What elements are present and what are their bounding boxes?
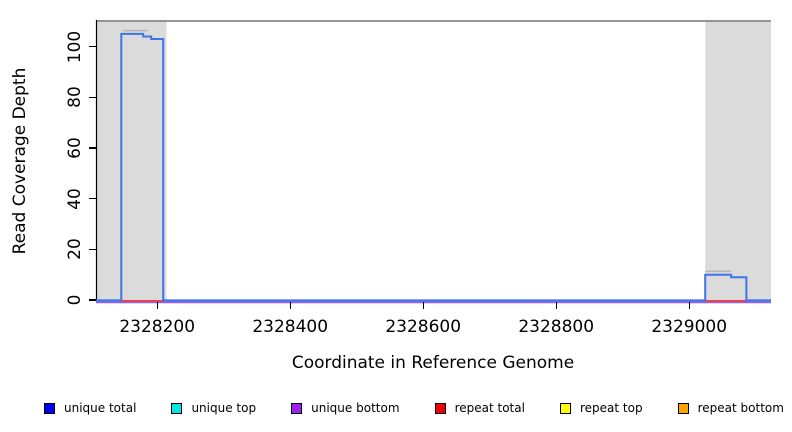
legend-swatch-unique-total-icon — [44, 402, 55, 414]
legend-item-label: repeat total — [454, 401, 525, 415]
y-tick — [89, 46, 96, 48]
legend-item: unique bottom — [291, 401, 400, 415]
y-tick-label: 60 — [65, 137, 85, 159]
y-tick-label: 100 — [65, 30, 85, 63]
x-tick-label: 2328400 — [252, 317, 329, 337]
legend-item: repeat bottom — [677, 401, 784, 415]
y-tick — [89, 147, 96, 149]
x-tick-label: 2328200 — [119, 317, 196, 337]
legend-item: unique top — [171, 401, 256, 415]
legend: unique total unique top unique bottom re… — [44, 401, 784, 415]
x-tick-label: 2328600 — [385, 317, 462, 337]
legend-swatch-repeat-top-icon — [559, 402, 571, 414]
x-tick — [289, 302, 291, 309]
y-tick — [89, 299, 96, 301]
legend-item-label: unique bottom — [311, 401, 400, 415]
x-axis-title: Coordinate in Reference Genome — [291, 353, 575, 373]
legend-item-label: repeat top — [579, 401, 643, 415]
legend-item-label: repeat bottom — [697, 401, 784, 415]
x-tick — [688, 302, 690, 309]
x-tick — [555, 302, 557, 309]
legend-item: unique total — [44, 401, 136, 415]
legend-swatch-repeat-bottom-icon — [677, 402, 689, 414]
shaded-region — [96, 20, 167, 302]
legend-item: repeat top — [559, 401, 643, 415]
y-tick-label: 0 — [65, 294, 85, 306]
legend-swatch-unique-bottom-icon — [291, 402, 303, 414]
x-tick — [156, 302, 158, 309]
y-tick-label: 80 — [65, 86, 85, 109]
coverage-line-unique-total — [96, 32, 771, 302]
shaded-region — [705, 20, 771, 302]
y-tick — [89, 198, 96, 200]
plot-svg — [95, 20, 771, 304]
legend-swatch-unique-top-icon — [171, 402, 183, 414]
y-tick-label: 40 — [65, 187, 85, 210]
legend-swatch-repeat-total-icon — [434, 402, 446, 414]
x-tick-label: 2328800 — [518, 317, 595, 337]
x-tick — [422, 302, 424, 309]
y-tick — [89, 248, 96, 250]
legend-item-label: unique total — [64, 401, 137, 415]
plot-panel — [95, 20, 771, 304]
y-tick — [89, 96, 96, 98]
y-axis-title: Read Coverage Depth — [10, 67, 30, 255]
x-tick-label: 2329000 — [651, 317, 728, 337]
y-tick-label: 20 — [65, 238, 85, 261]
legend-item: repeat total — [434, 401, 525, 415]
legend-item-label: unique top — [191, 401, 257, 415]
